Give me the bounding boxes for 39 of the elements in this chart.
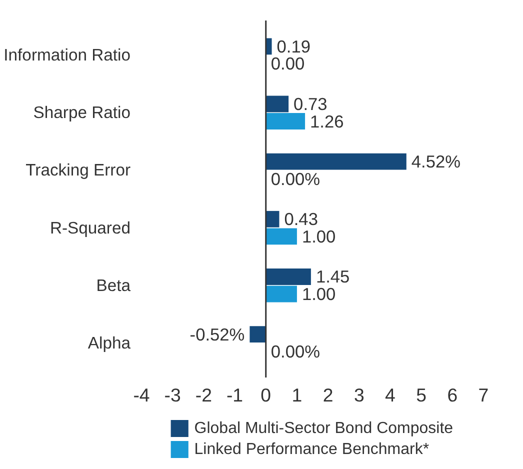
bar — [266, 210, 280, 228]
x-tick-label: 3 — [354, 384, 364, 406]
y-tick-label: Information Ratio — [4, 46, 131, 65]
x-tick-label: 6 — [447, 384, 458, 406]
x-tick-label: 5 — [416, 384, 427, 406]
legend-label: Linked Performance Benchmark* — [194, 441, 430, 458]
x-tick-label: -1 — [226, 384, 244, 406]
x-tick-label: -4 — [133, 384, 150, 406]
x-tick-label: 4 — [385, 384, 396, 406]
y-tick-label: Beta — [96, 276, 132, 295]
data-label: 1.26 — [310, 111, 344, 132]
bar — [266, 286, 297, 302]
bar — [266, 38, 272, 55]
data-label: 0.00 — [270, 54, 305, 74]
data-label: 0.00% — [270, 168, 320, 189]
y-tick-label: Alpha — [88, 333, 132, 352]
bar — [266, 228, 297, 245]
data-label: 0.73 — [294, 94, 328, 114]
data-label: 4.52% — [411, 152, 461, 172]
x-tick-label: 0 — [260, 384, 272, 406]
data-label: 0.19 — [276, 36, 311, 56]
x-tick-label: -2 — [195, 384, 212, 406]
x-tick-label: 1 — [292, 384, 302, 406]
data-label: -0.52% — [190, 324, 245, 344]
data-label: 0.00% — [270, 342, 320, 362]
x-tick-label: 2 — [322, 384, 334, 406]
data-label: 1.45 — [316, 266, 350, 287]
bar — [266, 113, 306, 130]
data-label: 1.00 — [302, 284, 336, 304]
y-tick-label: Sharpe Ratio — [33, 103, 131, 122]
x-tick-label: 7 — [478, 384, 489, 406]
y-tick-label: Tracking Error — [26, 160, 131, 180]
bar — [266, 268, 311, 285]
legend-label: Global Multi-Sector Bond Composite — [194, 420, 454, 437]
bar — [266, 153, 406, 170]
bar — [250, 326, 266, 343]
x-tick-label: -3 — [164, 384, 181, 406]
y-tick-label: R-Squared — [50, 218, 131, 238]
bar — [266, 96, 289, 112]
